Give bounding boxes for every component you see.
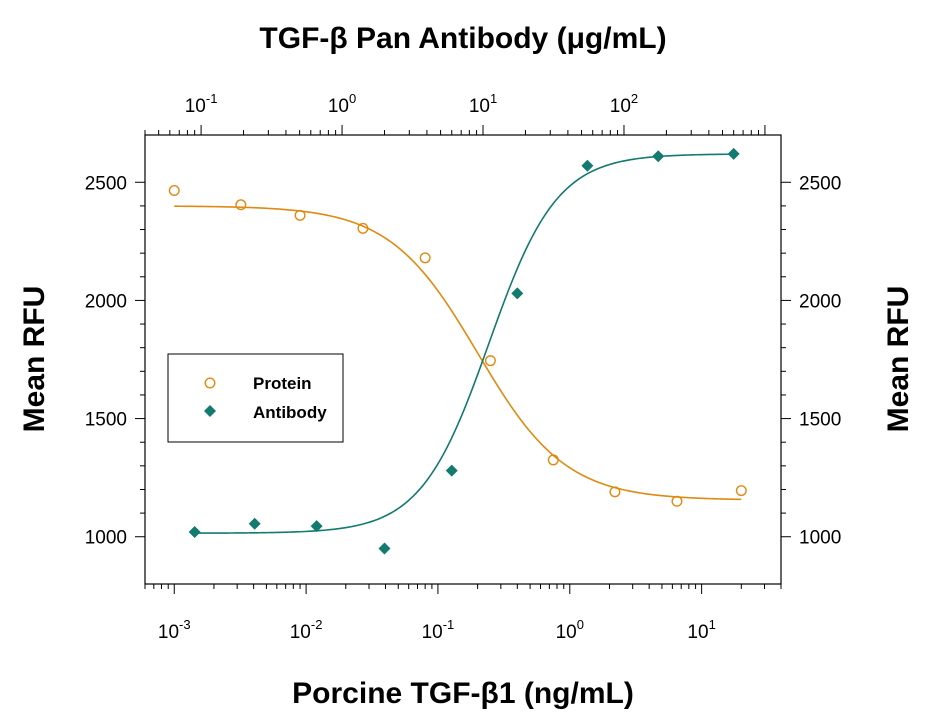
x-tick-label: 10-2 <box>290 617 323 643</box>
x-tick-label: 101 <box>687 617 715 643</box>
y2-tick-label: 1000 <box>799 528 841 549</box>
legend-box <box>167 353 344 443</box>
antibody-point <box>378 542 391 555</box>
y2-tick-label: 2500 <box>799 173 841 194</box>
legend-label-protein: Protein <box>253 374 312 393</box>
left-axis-title: Mean RFU <box>18 286 51 433</box>
fit-curves <box>174 153 742 534</box>
protein-point <box>357 222 369 234</box>
protein-point <box>168 185 180 197</box>
y2-tick-label: 1500 <box>799 410 841 431</box>
antibody-point <box>310 520 323 533</box>
x-tick-label: 10-1 <box>422 617 455 643</box>
x-tick-label: 100 <box>556 617 584 643</box>
bottom-axis-title: Porcine TGF-β1 (ng/mL) <box>292 677 634 710</box>
antibody-point <box>581 159 594 172</box>
antibody-point <box>727 147 740 160</box>
legend: Protein Antibody <box>167 353 344 443</box>
protein-point <box>235 199 247 211</box>
antibody-point <box>652 150 665 163</box>
antibody-point <box>445 464 458 477</box>
plot-frame <box>144 134 782 585</box>
top-axis-title: TGF-β Pan Antibody (μg/mL) <box>259 22 666 55</box>
legend-label-antibody: Antibody <box>253 403 327 422</box>
protein-point <box>547 454 559 466</box>
y-tick-label: 2500 <box>85 173 127 194</box>
x2-tick-label: 101 <box>469 91 497 117</box>
protein-point <box>484 355 496 367</box>
protein-point <box>294 209 306 221</box>
antibody-fit-curve <box>194 153 734 534</box>
x2-tick-label: 102 <box>610 91 638 117</box>
y-tick-label: 1500 <box>85 410 127 431</box>
legend-marker-antibody <box>204 405 216 417</box>
y-tick-label: 2000 <box>85 291 127 312</box>
x2-tick-label: 10-1 <box>185 91 218 117</box>
protein-point <box>735 485 747 497</box>
antibody-point <box>511 287 524 300</box>
x2-tick-label: 100 <box>328 91 356 117</box>
protein-point <box>609 486 621 498</box>
legend-marker-protein <box>204 377 216 389</box>
x-tick-label: 10-3 <box>158 617 191 643</box>
axis-ticks: 10-3 10-2 10-1 100 101 10-1 100 101 102 1000 1000 1… <box>85 91 842 643</box>
protein-fit-curve <box>174 205 742 501</box>
data-points <box>168 147 747 555</box>
right-axis-title: Mean RFU <box>882 286 915 433</box>
y-tick-label: 1000 <box>85 528 127 549</box>
antibody-point <box>248 517 261 530</box>
antibody-point <box>188 526 201 539</box>
protein-point <box>419 252 431 264</box>
protein-point <box>671 495 683 507</box>
y2-tick-label: 2000 <box>799 291 841 312</box>
